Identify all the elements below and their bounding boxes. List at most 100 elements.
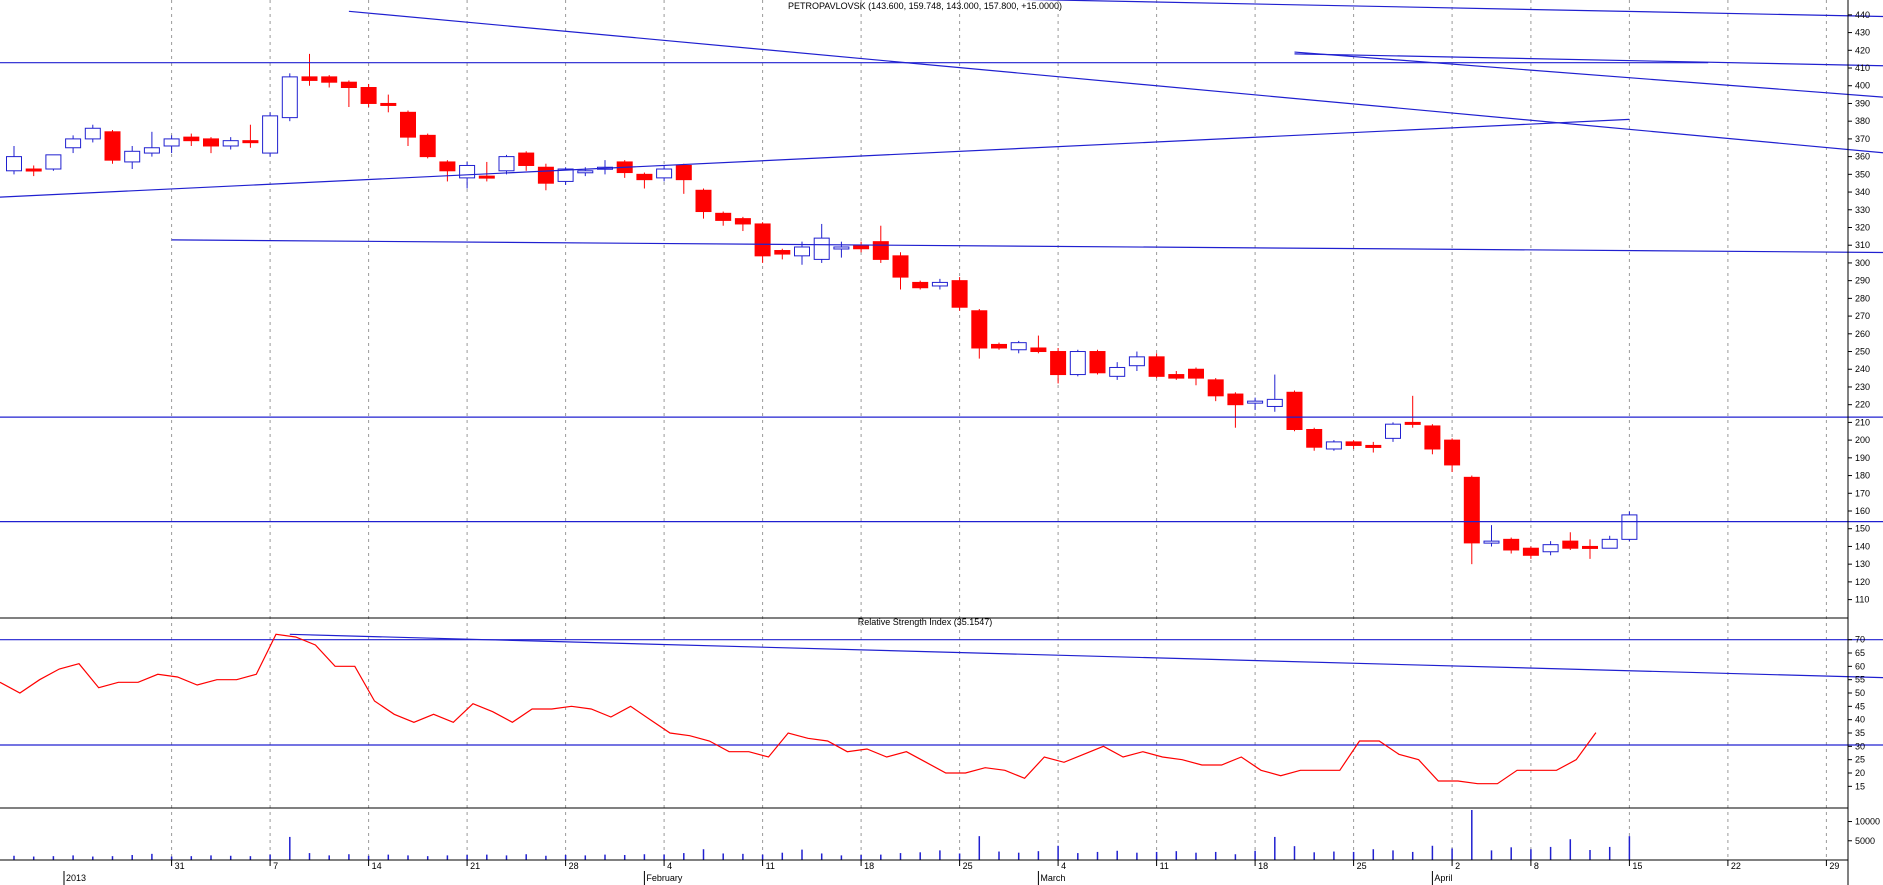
candle-body-20	[400, 111, 416, 138]
candle-body-39	[774, 250, 791, 255]
price-tick-label-200: 200	[1855, 435, 1870, 445]
day-tick-label-11: 18	[1258, 861, 1268, 871]
day-tick-label-4: 28	[569, 861, 579, 871]
price-tick-label-130: 130	[1855, 559, 1870, 569]
price-tick-label-220: 220	[1855, 400, 1870, 410]
candle-body-82	[1621, 514, 1638, 540]
candle-body-32	[636, 173, 653, 181]
candle-body-3	[65, 138, 82, 149]
day-tick-label-0: 31	[175, 861, 185, 871]
price-candles	[6, 53, 1638, 565]
day-tick-label-17: 29	[1829, 861, 1839, 871]
price-tick-label-360: 360	[1855, 152, 1870, 162]
day-tick-label-12: 25	[1357, 861, 1367, 871]
candle-body-10	[203, 138, 219, 147]
rsi-y-axis: 15 20 25 30 35 40 45 50 55 60 65 70	[1848, 635, 1865, 791]
candle-body-76	[1503, 538, 1520, 551]
price-tick-label-250: 250	[1855, 347, 1870, 357]
candle-body-58	[1148, 356, 1165, 377]
price-tick-label-320: 320	[1855, 222, 1870, 232]
candle-body-47	[931, 281, 948, 287]
candle-body-73	[1444, 439, 1461, 466]
price-tick-label-140: 140	[1855, 541, 1870, 551]
candle-body-70	[1385, 423, 1401, 439]
candle-body-56	[1109, 366, 1126, 377]
volume-tick-label-10000: 10000	[1855, 817, 1880, 827]
price-tick-label-420: 420	[1855, 45, 1870, 55]
candle-body-77	[1522, 547, 1539, 556]
vertical-grid	[171, 0, 1827, 860]
price-tick-label-370: 370	[1855, 134, 1870, 144]
candle-body-7	[143, 147, 160, 154]
candle-body-50	[991, 343, 1007, 349]
day-tick-label-7: 18	[864, 861, 874, 871]
price-tick-label-150: 150	[1855, 524, 1870, 534]
price-tick-label-300: 300	[1855, 258, 1870, 268]
rsi-trendlines	[0, 633, 1883, 746]
candle-body-66	[1306, 428, 1323, 448]
price-chart-title: PETROPAVLOVSK (143.600, 159.748, 143.000…	[788, 1, 1062, 11]
price-trendline-3	[348, 10, 1883, 154]
price-tick-label-330: 330	[1855, 205, 1870, 215]
candle-body-79	[1562, 540, 1579, 549]
price-tick-label-210: 210	[1855, 417, 1870, 427]
price-tick-label-170: 170	[1855, 488, 1870, 498]
rsi-tick-label-65: 65	[1855, 648, 1865, 658]
candle-body-6	[124, 150, 141, 163]
price-trendline-5	[171, 239, 1883, 254]
candle-body-64	[1266, 398, 1283, 407]
price-tick-label-440: 440	[1855, 10, 1870, 20]
candle-body-8	[163, 138, 180, 147]
candle-body-13	[262, 115, 279, 154]
candle-body-62	[1227, 393, 1244, 406]
price-y-axis: 110 120 130 140 150 160 170 180 190 200 210 220 230 2…	[1848, 10, 1870, 605]
day-tick-label-1: 7	[273, 861, 278, 871]
candle-body-25	[498, 156, 515, 172]
rsi-series-line	[0, 633, 1597, 785]
candle-body-23	[459, 164, 476, 179]
month-tick-label-1: February	[646, 873, 683, 883]
candle-body-40	[794, 246, 810, 257]
candle-body-12	[242, 140, 259, 144]
price-tick-label-380: 380	[1855, 116, 1870, 126]
candle-body-35	[695, 189, 712, 213]
candle-body-81	[1601, 538, 1618, 549]
rsi-tick-label-15: 15	[1855, 781, 1865, 791]
day-tick-label-10: 11	[1160, 861, 1169, 871]
price-tick-label-270: 270	[1855, 311, 1870, 321]
candle-body-2	[45, 154, 62, 170]
candle-body-15	[301, 76, 318, 81]
candle-body-16	[321, 76, 338, 83]
candle-body-19	[380, 102, 397, 106]
date-axis: 317142128411182541118252815222962013Febr…	[63, 860, 1839, 885]
candle-body-69	[1365, 444, 1382, 448]
candle-body-21	[419, 134, 436, 158]
candle-body-67	[1325, 441, 1342, 450]
rsi-tick-label-45: 45	[1855, 701, 1865, 711]
day-tick-label-13: 2	[1455, 861, 1460, 871]
candle-body-45	[892, 255, 909, 278]
volume-tick-label-5000: 5000	[1855, 836, 1875, 846]
candle-body-38	[754, 223, 771, 257]
candle-body-17	[340, 81, 357, 89]
price-tick-label-110: 110	[1855, 595, 1869, 605]
rsi-tick-label-20: 20	[1855, 768, 1865, 778]
candle-body-29	[577, 170, 594, 174]
price-tick-label-350: 350	[1855, 169, 1870, 179]
price-tick-label-280: 280	[1855, 293, 1870, 303]
candle-body-37	[734, 218, 751, 225]
candle-body-14	[281, 76, 298, 119]
price-tick-label-410: 410	[1855, 63, 1870, 73]
candle-body-11	[222, 140, 239, 147]
candle-body-49	[971, 310, 988, 349]
rsi-chart-title: Relative Strength Index (35.1547)	[858, 617, 993, 627]
price-tick-label-120: 120	[1855, 577, 1870, 587]
volume-y-axis: 5000 10000	[1848, 817, 1880, 846]
price-tick-label-290: 290	[1855, 276, 1870, 286]
candle-body-63	[1247, 400, 1264, 404]
rsi-tick-label-25: 25	[1855, 755, 1865, 765]
rsi-panel: Relative Strength Index (35.1547) 15 20 25…	[0, 617, 1883, 791]
candle-body-41	[813, 237, 830, 260]
price-panel: PETROPAVLOVSK (143.600, 159.748, 143.000…	[0, 0, 1883, 605]
